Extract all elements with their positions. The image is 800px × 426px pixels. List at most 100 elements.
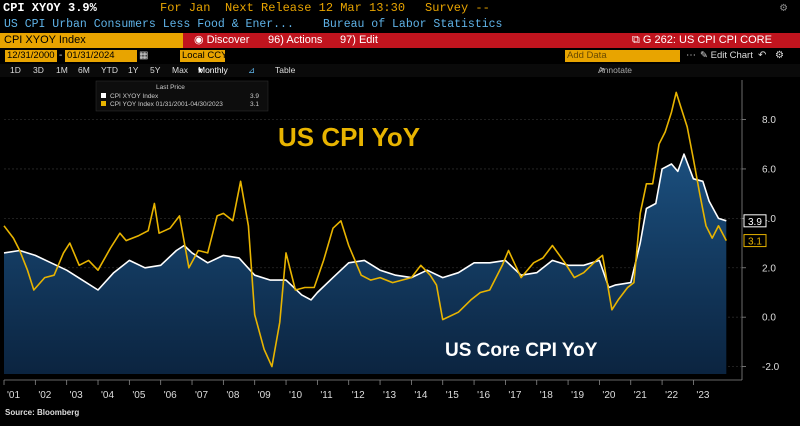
date-separator: - bbox=[59, 50, 63, 61]
x-tick-label: '17 bbox=[508, 390, 521, 401]
x-tick-label: '23 bbox=[696, 390, 709, 401]
x-tick-label: '15 bbox=[446, 390, 459, 401]
actions-label: Actions bbox=[286, 34, 323, 46]
security-description: US CPI Urban Consumers Less Food & Ener.… bbox=[4, 18, 294, 31]
currency-select[interactable]: Local CCY bbox=[180, 50, 228, 62]
frequency-label: Monthly bbox=[198, 65, 228, 75]
y-tick-label: 2.0 bbox=[762, 263, 776, 274]
gear-icon[interactable]: ⚙ bbox=[780, 1, 788, 15]
start-date-input[interactable]: 12/31/2000 bbox=[5, 50, 57, 62]
legend-heading: Last Price bbox=[156, 84, 185, 91]
y-axis: -2.0 0.0 2.0 4.0 6.0 8.0 bbox=[741, 80, 780, 380]
calendar-icon[interactable]: ▦ bbox=[139, 50, 149, 61]
range-1d[interactable]: 1D bbox=[10, 65, 21, 75]
x-tick-label: '03 bbox=[70, 390, 83, 401]
annotate-icon: ↗ bbox=[598, 65, 606, 75]
data-source: Bureau of Labor Statistics bbox=[323, 18, 503, 31]
current-value: 3.9% bbox=[68, 1, 97, 15]
y-tick-label: 4.0 bbox=[762, 214, 776, 225]
x-tick-label: '22 bbox=[665, 390, 678, 401]
x-tick-label: '09 bbox=[258, 390, 271, 401]
annotate-label: Annotate bbox=[598, 65, 633, 75]
range-5y[interactable]: 5Y bbox=[150, 65, 161, 75]
edit-button[interactable]: 97) Edit bbox=[340, 33, 378, 48]
settings-icon[interactable]: ⚙ bbox=[775, 50, 784, 61]
chevron-down-icon: ▾ bbox=[198, 65, 203, 75]
chart-name-label: G 262: US CPI CPI CORE bbox=[642, 34, 772, 46]
range-1y[interactable]: 1Y bbox=[128, 65, 139, 75]
svg-text:3.1: 3.1 bbox=[748, 237, 762, 248]
x-tick-label: '20 bbox=[602, 390, 615, 401]
legend: Last Price CPI XYOY Index 3.9 CPI YOY In… bbox=[95, 80, 269, 112]
range-buttons: 1D 3D 1M 6M YTD 1Y 5Y Max Monthly ▾ ⊿ Ta… bbox=[0, 64, 800, 77]
x-tick-label: '12 bbox=[352, 390, 365, 401]
discover-button[interactable]: ◉ Discover bbox=[194, 33, 249, 48]
legend-box bbox=[95, 80, 269, 112]
legend-value-core: 3.9 bbox=[250, 93, 259, 100]
security-field[interactable]: CPI XYOY Index bbox=[0, 33, 183, 48]
range-1m[interactable]: 1M bbox=[56, 65, 68, 75]
actions-button[interactable]: 96) Actions bbox=[268, 33, 322, 48]
survey-label: Survey -- bbox=[425, 1, 490, 15]
undo-icon[interactable]: ↶ bbox=[758, 50, 767, 61]
x-tick-label: '08 bbox=[226, 390, 239, 401]
add-data-input[interactable]: Add Data bbox=[565, 50, 680, 62]
range-3d[interactable]: 3D bbox=[33, 65, 44, 75]
x-axis: '01 '02 '03 '04 '05 '06 '07 '08 '09 '10 '11 '12 '13 '… bbox=[3, 379, 742, 401]
edit-number: 97) bbox=[340, 34, 356, 46]
headline-cpi-line bbox=[3, 91, 728, 368]
table-button[interactable]: Table bbox=[275, 65, 296, 75]
svg-text:3.9: 3.9 bbox=[748, 217, 762, 228]
x-tick-label: '14 bbox=[414, 390, 427, 401]
range-6m[interactable]: 6M bbox=[78, 65, 90, 75]
x-tick-label: '13 bbox=[383, 390, 396, 401]
y-tick-label: 0.0 bbox=[762, 313, 776, 324]
last-value-cpi: 3.1 bbox=[743, 234, 767, 248]
x-tick-label: '10 bbox=[289, 390, 302, 401]
external-link-icon[interactable]: ⧉ bbox=[632, 34, 640, 46]
range-bar: 12/31/2000 - 01/31/2024 ▦ Local CCY Add … bbox=[0, 49, 800, 63]
x-tick-label: '16 bbox=[477, 390, 490, 401]
description-bar: US CPI Urban Consumers Less Food & Ener.… bbox=[0, 17, 800, 32]
period-label: For Jan bbox=[160, 1, 211, 15]
ticker-label: CPI XYOY bbox=[3, 1, 61, 15]
core-annotation: US Core CPI YoY bbox=[445, 340, 598, 361]
range-max[interactable]: Max bbox=[172, 65, 189, 75]
chart-title: US CPI YoY bbox=[278, 122, 420, 152]
chart-name: ⧉ G 262: US CPI CPI CORE bbox=[632, 33, 772, 48]
last-value-core: 3.9 bbox=[743, 214, 767, 228]
x-tick-label: '01 bbox=[7, 390, 20, 401]
edit-chart-label: Edit Chart bbox=[710, 50, 753, 61]
discover-icon: ◉ bbox=[194, 34, 204, 46]
legend-value-cpi: 3.1 bbox=[250, 101, 259, 108]
legend-swatch-core bbox=[101, 93, 106, 98]
y-tick-label: 8.0 bbox=[762, 115, 776, 126]
next-release: Next Release 12 Mar 13:30 bbox=[225, 1, 406, 15]
x-tick-label: '21 bbox=[634, 390, 647, 401]
x-tick-label: '07 bbox=[195, 390, 208, 401]
y-tick-label: -2.0 bbox=[762, 362, 780, 373]
security-header: CPI XYOY 3.9% For Jan Next Release 12 Ma… bbox=[0, 0, 800, 17]
edit-chart-icon: ✎ bbox=[700, 50, 708, 61]
ellipsis-icon[interactable]: ⋯ bbox=[686, 50, 696, 61]
source-note: Source: Bloomberg bbox=[5, 408, 80, 417]
x-tick-label: '04 bbox=[101, 390, 114, 401]
core-cpi-area bbox=[4, 154, 727, 374]
end-date-input[interactable]: 01/31/2024 bbox=[65, 50, 137, 62]
core-cpi-line bbox=[3, 153, 727, 301]
edit-chart-button[interactable]: ✎ Edit Chart bbox=[700, 49, 753, 63]
actions-number: 96) bbox=[268, 34, 284, 46]
x-tick-label: '02 bbox=[38, 390, 51, 401]
last-value-tags: 3.9 3.1 bbox=[743, 214, 767, 248]
chart-type-icon[interactable]: ⊿ bbox=[248, 65, 256, 75]
edit-label: Edit bbox=[358, 34, 378, 46]
x-tick-label: '06 bbox=[164, 390, 177, 401]
legend-swatch-cpi bbox=[101, 101, 106, 106]
x-tick-label: '05 bbox=[132, 390, 145, 401]
legend-label-cpi: CPI YOY Index 01/31/2001-04/30/2023 bbox=[110, 101, 223, 108]
x-tick-label: '11 bbox=[320, 390, 333, 401]
discover-label: Discover bbox=[206, 34, 250, 46]
x-tick-label: '18 bbox=[540, 390, 553, 401]
range-ytd[interactable]: YTD bbox=[101, 65, 118, 75]
